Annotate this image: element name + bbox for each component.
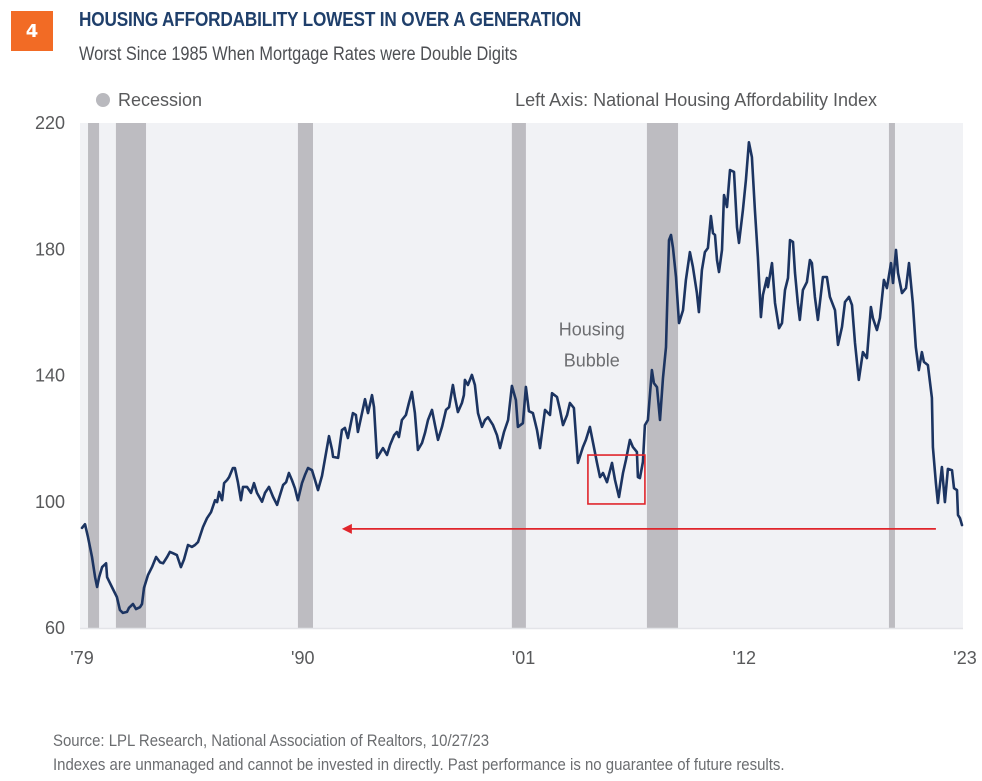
chart-title: HOUSING AFFORDABILITY LOWEST IN OVER A G… [79,9,582,31]
series-line-affordability-index [80,141,964,615]
recession-band [88,123,100,628]
recession-band [115,123,147,628]
disclaimer: Indexes are unmanaged and cannot be inve… [53,755,785,774]
x-tick-label: '12 [733,648,756,668]
legend-recession-label: Recession [118,90,202,110]
chart-number-badge: 4 [11,11,53,51]
legend-recession-marker [96,93,110,107]
x-tick-label: '01 [512,648,535,668]
annotation-housing-bubble-line1: Housing [559,320,625,340]
annotation-housing-bubble-box [587,454,646,505]
source-note: Source: LPL Research, National Associati… [53,731,490,750]
y-tick-label: 100 [35,492,65,512]
x-axis: '79 '90 '01 '12 '23 [70,648,976,668]
chart-subtitle: Worst Since 1985 When Mortgage Rates wer… [79,44,518,65]
y-tick-label: 220 [35,113,65,133]
axis-note: Left Axis: National Housing Affordabilit… [515,90,877,110]
x-tick-label: '79 [70,648,93,668]
recession-band [511,123,526,628]
y-tick-label: 60 [45,618,65,638]
legend: Recession [96,90,202,110]
y-tick-label: 140 [35,366,65,386]
annotation-housing-bubble-line2: Bubble [564,350,620,370]
x-tick-label: '90 [291,648,314,668]
y-axis: 60 100 140 180 220 [35,113,65,638]
recession-band [297,123,313,628]
x-tick-label: '23 [953,648,976,668]
recession-band [888,123,895,628]
y-tick-label: 180 [35,239,65,259]
annotation-arrow-head [341,523,352,534]
